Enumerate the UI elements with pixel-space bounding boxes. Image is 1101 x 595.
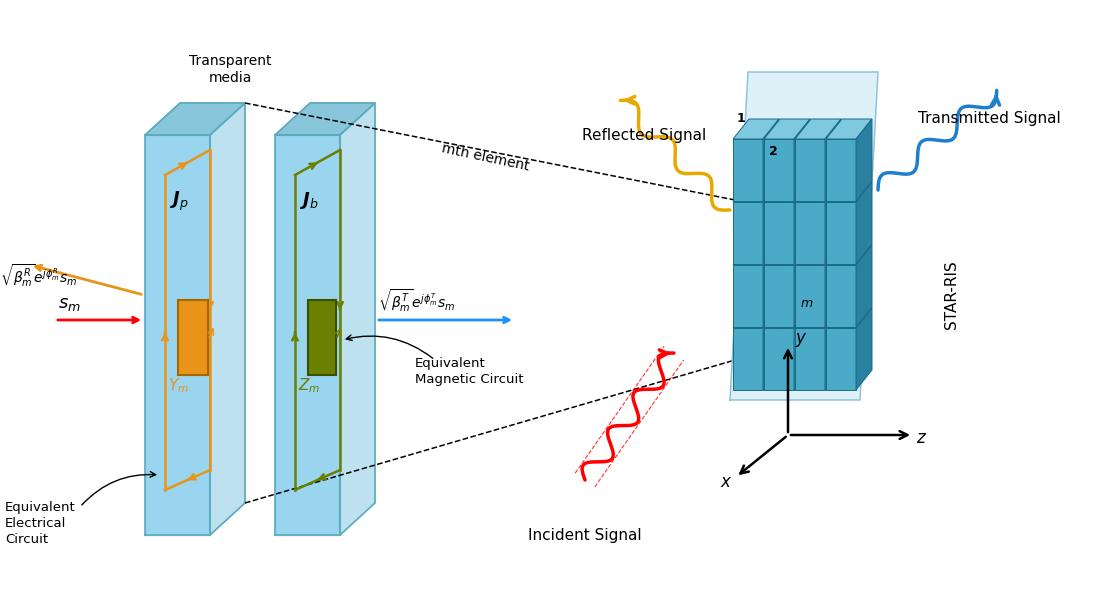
Text: $x$: $x$ xyxy=(720,473,732,491)
Polygon shape xyxy=(763,119,780,201)
Text: $Z_m$: $Z_m$ xyxy=(298,376,320,394)
Polygon shape xyxy=(764,245,810,265)
Polygon shape xyxy=(855,119,872,201)
Polygon shape xyxy=(826,139,855,201)
Polygon shape xyxy=(855,308,872,390)
Polygon shape xyxy=(825,119,841,201)
Polygon shape xyxy=(733,119,780,139)
Polygon shape xyxy=(145,103,246,135)
Polygon shape xyxy=(855,245,872,327)
Polygon shape xyxy=(826,119,872,139)
Polygon shape xyxy=(763,245,780,327)
Polygon shape xyxy=(764,202,794,264)
Polygon shape xyxy=(826,245,872,265)
Polygon shape xyxy=(733,182,780,202)
Polygon shape xyxy=(794,245,810,327)
Polygon shape xyxy=(795,139,825,201)
Polygon shape xyxy=(795,182,841,202)
Polygon shape xyxy=(826,202,855,264)
Polygon shape xyxy=(145,135,210,535)
Text: $\sqrt{\beta_m^R}e^{j\phi_m^R}s_m$: $\sqrt{\beta_m^R}e^{j\phi_m^R}s_m$ xyxy=(0,262,77,289)
Polygon shape xyxy=(795,265,825,327)
Text: 1: 1 xyxy=(737,112,745,125)
Polygon shape xyxy=(826,308,872,328)
Text: $\boldsymbol{J}_p$: $\boldsymbol{J}_p$ xyxy=(170,190,189,213)
Polygon shape xyxy=(825,182,841,264)
Polygon shape xyxy=(855,182,872,264)
Text: $m$: $m$ xyxy=(800,297,814,310)
Polygon shape xyxy=(794,308,810,390)
Polygon shape xyxy=(826,328,855,390)
Polygon shape xyxy=(340,103,375,535)
Polygon shape xyxy=(733,245,780,265)
Polygon shape xyxy=(275,135,340,535)
Text: $s_m$: $s_m$ xyxy=(58,295,80,313)
Polygon shape xyxy=(795,245,841,265)
Text: $\boldsymbol{J}_b$: $\boldsymbol{J}_b$ xyxy=(299,190,319,211)
Polygon shape xyxy=(730,72,877,400)
Bar xyxy=(308,300,336,375)
Polygon shape xyxy=(764,119,810,139)
Polygon shape xyxy=(764,265,794,327)
Text: Equivalent
Magnetic Circuit: Equivalent Magnetic Circuit xyxy=(415,357,523,386)
Polygon shape xyxy=(794,182,810,264)
Polygon shape xyxy=(795,308,841,328)
Polygon shape xyxy=(210,103,246,535)
Polygon shape xyxy=(825,245,841,327)
Bar xyxy=(178,300,208,375)
Polygon shape xyxy=(763,182,780,264)
Text: mth element: mth element xyxy=(440,141,531,173)
Text: Transmitted Signal: Transmitted Signal xyxy=(918,111,1060,126)
Polygon shape xyxy=(733,308,780,328)
Polygon shape xyxy=(764,182,810,202)
Text: Transparent
media: Transparent media xyxy=(188,54,271,85)
Polygon shape xyxy=(733,328,763,390)
Text: $Y_m$: $Y_m$ xyxy=(168,376,189,394)
Polygon shape xyxy=(733,202,763,264)
Text: $z$: $z$ xyxy=(916,429,927,447)
Text: Reflected Signal: Reflected Signal xyxy=(582,128,706,143)
Text: Incident Signal: Incident Signal xyxy=(528,528,642,543)
Polygon shape xyxy=(795,328,825,390)
Polygon shape xyxy=(826,265,855,327)
Text: $y$: $y$ xyxy=(795,331,807,349)
Polygon shape xyxy=(733,139,763,201)
Polygon shape xyxy=(763,308,780,390)
Polygon shape xyxy=(795,119,841,139)
Polygon shape xyxy=(795,202,825,264)
Polygon shape xyxy=(794,119,810,201)
Text: STAR-RIS: STAR-RIS xyxy=(945,261,959,330)
Polygon shape xyxy=(764,328,794,390)
Polygon shape xyxy=(275,103,375,135)
Polygon shape xyxy=(764,139,794,201)
Polygon shape xyxy=(733,265,763,327)
Polygon shape xyxy=(764,308,810,328)
Text: $\sqrt{\beta_m^T}e^{j\phi_m^T}s_m$: $\sqrt{\beta_m^T}e^{j\phi_m^T}s_m$ xyxy=(378,287,455,314)
Text: 2: 2 xyxy=(768,145,777,158)
Polygon shape xyxy=(826,182,872,202)
Text: Equivalent
Electrical
Circuit: Equivalent Electrical Circuit xyxy=(6,501,76,546)
Polygon shape xyxy=(825,308,841,390)
